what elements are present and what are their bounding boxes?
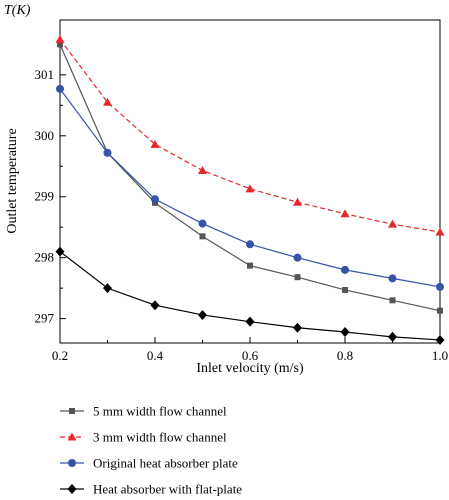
data-point [388,274,397,283]
data-point [388,219,397,228]
legend-item: 3 mm width flow channel [60,430,227,445]
data-point [247,262,253,269]
x-tick-label: 0.2 [52,348,68,363]
y-tick-label: 300 [35,128,55,143]
data-point [340,327,350,338]
data-point [198,309,207,320]
data-point [246,240,254,249]
data-point [56,84,64,93]
series-line [59,44,441,312]
data-point [435,334,445,345]
data-point [245,184,255,193]
legend-marker [67,432,77,441]
data-point [293,197,302,206]
data-point [388,331,397,342]
data-point [341,265,349,274]
legend-label: 3 mm width flow channel [93,430,227,445]
series-4 [55,246,445,345]
data-point [55,246,65,257]
series-3 [56,84,444,291]
plot-frame [59,19,441,344]
data-point [151,195,159,204]
legend-marker [67,484,77,494]
y-tick-label: 299 [35,189,55,204]
x-axis-title: Inlet velocity (m/s) [196,361,304,376]
data-point [199,233,206,240]
data-point [340,209,350,218]
data-point [150,300,160,311]
data-point [245,316,255,327]
data-point [294,274,301,281]
legend-item: Original heat absorber plate [60,456,238,471]
data-point [198,166,207,175]
data-point [198,219,207,228]
data-point [57,41,63,48]
axis-ticks: 0.2 0.4 0.6 0.8 1.0 297 298 299 300 301 [35,43,448,363]
data-point [103,97,112,106]
x-tick-label: 0.8 [337,348,353,363]
series-1 [57,41,443,314]
unit-label: T(K) [4,3,31,18]
x-tick-label: 1.0 [432,348,448,363]
legend: 5 mm width flow channel 3 mm width flow c… [60,404,242,497]
legend-marker [69,408,75,414]
data-point [293,322,302,333]
y-tick-label: 301 [35,67,55,82]
legend-label: Heat absorber with flat-plate [93,482,242,497]
data-point [150,139,160,148]
data-point [436,282,444,291]
series-line [59,39,441,233]
data-point [342,286,348,293]
data-point [103,283,112,294]
data-point [55,35,65,44]
legend-marker [68,459,76,467]
y-tick-label: 297 [35,311,55,326]
legend-label: Original heat absorber plate [93,456,238,471]
series-2 [55,35,445,236]
data-point [437,307,443,314]
y-tick-label: 298 [35,250,55,265]
legend-item: Heat absorber with flat-plate [60,482,242,497]
series-layer [55,35,445,345]
x-tick-label: 0.4 [147,348,164,363]
legend-label: 5 mm width flow channel [93,404,227,419]
data-point [389,297,396,304]
data-point [293,253,302,262]
y-axis-title: Outlet temperature [5,128,20,233]
data-point [435,227,445,236]
data-point [103,148,112,157]
x-tick-label: 0.6 [242,348,259,363]
legend-item: 5 mm width flow channel [60,404,227,419]
